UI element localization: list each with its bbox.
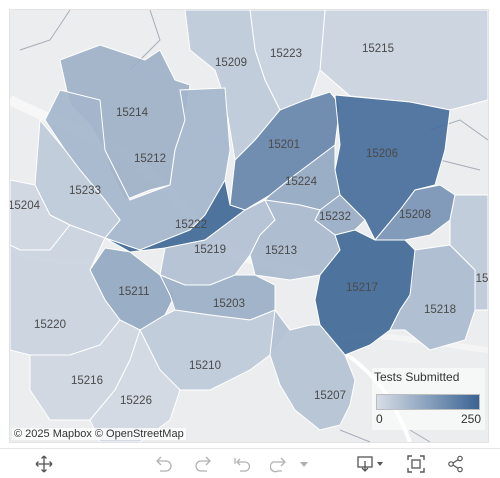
zip-label-15211: 15211 — [118, 286, 149, 298]
zip-region-15226[interactable] — [89, 328, 181, 442]
zip-region-15222[interactable] — [104, 178, 247, 253]
zip-label-15214: 15214 — [116, 107, 149, 119]
zip-label-15210: 15210 — [189, 360, 221, 372]
map-viewport[interactable]: 15215 15223 15209 15214 15212 15233 15204 15201… — [9, 9, 489, 443]
zip-label-15232: 15232 — [319, 211, 351, 223]
zip-label-15203: 15203 — [213, 298, 245, 310]
zip-label-15223: 15223 — [270, 48, 302, 60]
zip-region-15[interactable] — [449, 194, 488, 311]
zip-label-15217: 15217 — [346, 282, 378, 294]
color-legend: Tests Submitted 0 250 — [372, 368, 485, 430]
zip-label-15216: 15216 — [71, 375, 103, 387]
zip-label-15208: 15208 — [399, 209, 431, 221]
zip-choropleth[interactable]: 15215 15223 15209 15214 15212 15233 15204 15201… — [10, 10, 488, 442]
fullscreen-icon[interactable] — [406, 454, 426, 474]
zip-label-15206: 15206 — [366, 148, 398, 160]
zip-label-15226: 15226 — [120, 395, 152, 407]
zip-label-15213: 15213 — [265, 245, 297, 257]
zip-label-15215: 15215 — [362, 43, 394, 55]
zip-label-15212: 15212 — [134, 153, 166, 165]
legend-gradient — [376, 394, 480, 410]
refresh-icon[interactable] — [269, 454, 291, 474]
legend-max: 250 — [460, 412, 481, 426]
move-icon[interactable] — [34, 454, 54, 474]
revert-icon[interactable] — [231, 454, 253, 474]
dropdown-icon[interactable] — [298, 454, 310, 474]
zip-label-15224: 15224 — [285, 176, 318, 188]
zip-region-15203[interactable] — [158, 274, 276, 321]
legend-title: Tests Submitted — [374, 370, 460, 384]
zip-label-15: 15 — [476, 273, 488, 285]
download-icon[interactable] — [355, 454, 387, 474]
map-attribution[interactable]: © 2025 Mapbox © OpenStreetMap — [12, 428, 186, 440]
zip-label-15209: 15209 — [215, 57, 247, 69]
share-icon[interactable] — [446, 454, 466, 474]
viz-toolbar — [0, 448, 500, 478]
zip-label-15218: 15218 — [424, 304, 456, 316]
redo-icon[interactable] — [193, 454, 215, 474]
zip-label-15201: 15201 — [268, 139, 300, 151]
zip-label-15207: 15207 — [314, 390, 346, 402]
zip-region-15207[interactable] — [269, 308, 356, 431]
undo-icon[interactable] — [152, 454, 174, 474]
zip-label-15233: 15233 — [69, 185, 101, 197]
zip-label-15219: 15219 — [194, 244, 226, 256]
zip-label-15222: 15222 — [175, 219, 207, 231]
zip-label-15204: 15204 — [10, 200, 41, 212]
zip-regions[interactable] — [10, 10, 488, 442]
zip-labels: 15215 15223 15209 15214 15212 15233 15204 15201… — [10, 43, 488, 407]
legend-min: 0 — [376, 412, 383, 426]
zip-region-15213[interactable] — [249, 199, 341, 281]
zip-label-15220: 15220 — [34, 319, 66, 331]
